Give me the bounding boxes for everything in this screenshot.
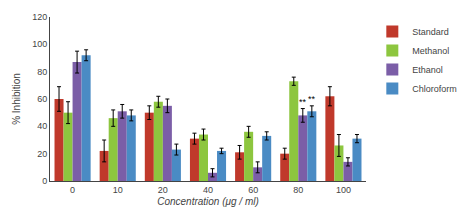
- svg-text:0: 0: [42, 176, 47, 186]
- svg-text:Ethanol: Ethanol: [412, 65, 443, 75]
- svg-text:Standard: Standard: [412, 27, 449, 37]
- svg-text:100: 100: [32, 39, 47, 49]
- svg-text:120: 120: [32, 12, 47, 22]
- svg-text:40: 40: [37, 121, 47, 131]
- svg-text:Concentration (μg / ml): Concentration (μg / ml): [157, 196, 259, 207]
- svg-text:0: 0: [70, 185, 75, 195]
- svg-text:**: **: [299, 97, 307, 107]
- svg-text:60: 60: [37, 94, 47, 104]
- svg-text:80: 80: [37, 67, 47, 77]
- svg-text:40: 40: [203, 185, 213, 195]
- svg-text:60: 60: [248, 185, 258, 195]
- svg-text:Chloroform: Chloroform: [412, 84, 457, 94]
- svg-text:80: 80: [293, 185, 303, 195]
- svg-text:20: 20: [158, 185, 168, 195]
- svg-text:20: 20: [37, 149, 47, 159]
- svg-text:Methanol: Methanol: [412, 46, 449, 56]
- svg-text:10: 10: [113, 185, 123, 195]
- svg-text:100: 100: [336, 185, 351, 195]
- svg-text:% Inhibition: % Inhibition: [11, 73, 22, 125]
- svg-text:**: **: [308, 94, 316, 104]
